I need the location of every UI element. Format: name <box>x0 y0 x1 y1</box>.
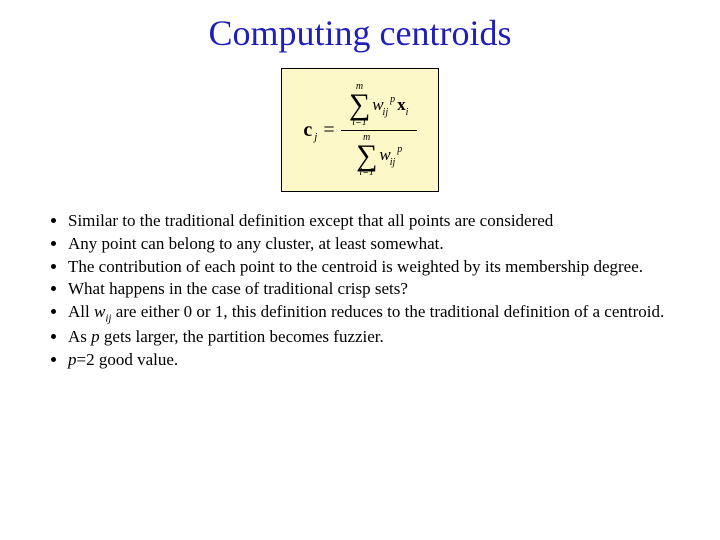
sigma-symbol-num: ∑ <box>349 92 370 118</box>
sigma-symbol-den: ∑ <box>356 143 377 169</box>
fraction-line <box>341 130 417 131</box>
bullet-item: What happens in the case of traditional … <box>68 278 690 300</box>
bullet-item: All wij are either 0 or 1, this definiti… <box>68 301 690 325</box>
formula-box: c j = m ∑ i=1 wijp xi <box>281 68 439 192</box>
slide-container: Computing centroids c j = m ∑ i=1 wijp <box>0 0 720 540</box>
lhs-var: c <box>303 119 312 142</box>
sum-lower-den: i=1 <box>359 168 374 178</box>
fraction: m ∑ i=1 wijp xi m ∑ i=1 <box>341 82 417 178</box>
equals-sign: = <box>323 119 334 142</box>
numerator-term: wijp xi <box>372 95 408 115</box>
w-sup-num: p <box>390 94 395 105</box>
bullet-item: p=2 good value. <box>68 349 690 371</box>
slide-title: Computing centroids <box>20 12 700 54</box>
sigma-denominator: m ∑ i=1 <box>356 133 377 179</box>
x-var: x <box>397 95 406 115</box>
denominator: m ∑ i=1 wijp <box>356 133 401 179</box>
numerator: m ∑ i=1 wijp xi <box>349 82 409 128</box>
w-sub-den: ij <box>390 157 396 168</box>
bullet-item: Any point can belong to any cluster, at … <box>68 233 690 255</box>
x-sub: i <box>406 107 409 118</box>
bullet-item: The contribution of each point to the ce… <box>68 256 690 278</box>
bullet-list: Similar to the traditional definition ex… <box>20 210 700 371</box>
w-sup-den: p <box>397 144 402 155</box>
formula-lhs: c j <box>303 119 317 142</box>
bullet-item: As p gets larger, the partition becomes … <box>68 326 690 348</box>
sum-lower-num: i=1 <box>352 118 367 128</box>
bullet-item: Similar to the traditional definition ex… <box>68 210 690 232</box>
w-sub-num: ij <box>383 107 389 118</box>
lhs-sub: j <box>314 131 317 143</box>
sigma-numerator: m ∑ i=1 <box>349 82 370 128</box>
centroid-formula: c j = m ∑ i=1 wijp xi <box>303 82 416 178</box>
denominator-term: wijp <box>379 145 401 165</box>
